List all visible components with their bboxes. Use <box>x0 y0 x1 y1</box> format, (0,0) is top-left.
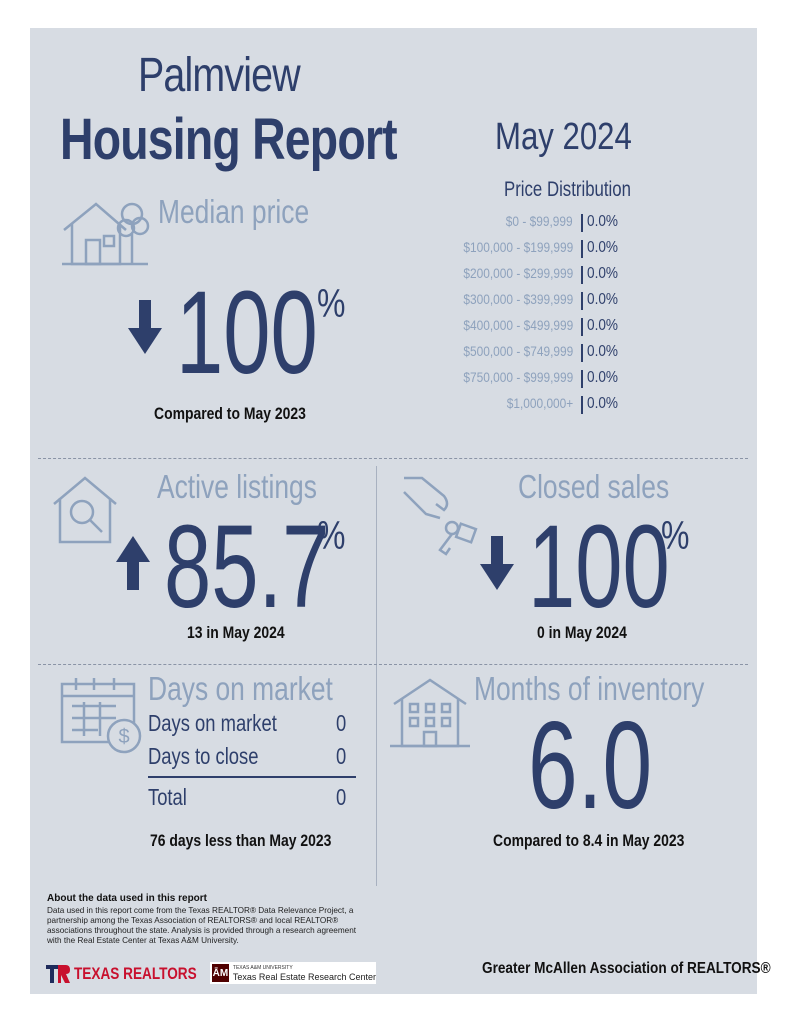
about-title: About the data used in this report <box>47 893 208 904</box>
hand-keys-icon <box>403 476 478 556</box>
texas-realtors-logo: TEXAS REALTORS <box>46 964 227 984</box>
price-row-separator <box>581 292 583 310</box>
price-range-value: 0.0% <box>587 343 618 360</box>
price-range-value: 0.0% <box>587 239 618 256</box>
price-range-label: $500,000 - $749,999 <box>463 343 573 359</box>
house-search-icon <box>53 476 117 544</box>
days-on-market-title: Days on market <box>148 670 333 707</box>
arrow-down-icon <box>480 536 514 590</box>
report-month: May 2024 <box>495 116 632 158</box>
closed-sales-title: Closed sales <box>518 468 670 505</box>
price-range-label: $400,000 - $499,999 <box>463 317 573 333</box>
months-inventory-value: 6.0 <box>528 697 653 835</box>
dtc-row-value: 0 <box>336 743 347 769</box>
tamu-logo: ĀM TEXAS A&M UNIVERSITY Texas Real Estat… <box>210 962 376 984</box>
building-icon <box>390 678 470 748</box>
report-page: Palmview Housing Report May 2024 Median … <box>30 28 771 994</box>
price-row-separator <box>581 318 583 336</box>
dom-row-value: 0 <box>336 710 347 736</box>
texas-realtors-mark-icon <box>46 965 70 983</box>
price-range-label: $750,000 - $999,999 <box>463 369 573 385</box>
price-row-separator <box>581 240 583 258</box>
total-label: Total <box>148 784 187 810</box>
about-text: Data used in this report come from the T… <box>47 906 357 945</box>
active-listings-value: 85.7 <box>164 501 330 633</box>
price-range-label: $200,000 - $299,999 <box>463 265 573 281</box>
price-range-label: $300,000 - $399,999 <box>463 291 573 307</box>
svg-text:$: $ <box>118 726 129 748</box>
closed-sales-unit: % <box>661 514 690 558</box>
active-listings-unit: % <box>317 514 346 558</box>
active-listings-title: Active listings <box>157 468 317 505</box>
calendar-dollar-icon: $ <box>60 678 142 754</box>
arrow-down-icon <box>128 300 162 354</box>
median-price-unit: % <box>317 282 346 326</box>
price-row-separator <box>581 266 583 284</box>
median-price-title: Median price <box>158 193 310 230</box>
median-price-caption: Compared to May 2023 <box>154 404 306 423</box>
tamu-main-text: Texas Real Estate Research Center <box>232 972 376 982</box>
vertical-divider <box>376 466 377 886</box>
median-price-value: 100 <box>176 267 318 399</box>
price-range-label: $0 - $99,999 <box>506 213 573 229</box>
total-rule <box>148 776 356 778</box>
divider <box>38 458 748 459</box>
months-inventory-title: Months of inventory <box>474 670 705 707</box>
months-inventory-caption: Compared to 8.4 in May 2023 <box>493 831 685 850</box>
price-row-separator <box>581 344 583 362</box>
price-row-separator <box>581 370 583 388</box>
tamu-mark-icon: ĀM <box>212 964 229 982</box>
report-title: Housing Report <box>60 107 398 172</box>
association-name: Greater McAllen Association of REALTORS® <box>482 960 771 977</box>
price-range-value: 0.0% <box>587 395 618 412</box>
price-row-separator <box>581 396 583 414</box>
dom-row-label: Days on market <box>148 710 277 736</box>
active-listings-caption: 13 in May 2024 <box>187 623 285 642</box>
house-tree-icon <box>62 202 150 266</box>
price-range-value: 0.0% <box>587 265 618 282</box>
city-title: Palmview <box>138 49 301 102</box>
price-distribution-title: Price Distribution <box>504 178 631 201</box>
price-row-separator <box>581 214 583 232</box>
dtc-row-label: Days to close <box>148 743 259 769</box>
divider <box>38 664 748 665</box>
price-range-value: 0.0% <box>587 291 618 308</box>
price-range-label: $100,000 - $199,999 <box>463 239 573 255</box>
price-range-label: $1,000,000+ <box>506 395 573 411</box>
tamu-small-text: TEXAS A&M UNIVERSITY <box>232 965 293 971</box>
closed-sales-value: 100 <box>528 501 670 633</box>
days-on-market-caption: 76 days less than May 2023 <box>150 831 332 850</box>
price-range-value: 0.0% <box>587 213 618 230</box>
price-range-value: 0.0% <box>587 317 618 334</box>
texas-realtors-text: TEXAS REALTORS <box>74 964 197 983</box>
closed-sales-caption: 0 in May 2024 <box>537 623 627 642</box>
price-range-value: 0.0% <box>587 369 618 386</box>
arrow-up-icon <box>116 536 150 590</box>
total-value: 0 <box>336 784 347 810</box>
